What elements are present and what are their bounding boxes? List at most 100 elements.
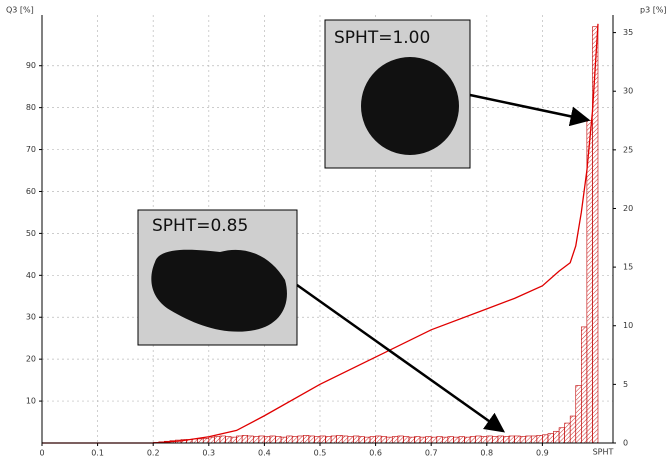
histogram-bar	[425, 436, 432, 444]
histogram-bar	[369, 436, 376, 444]
histogram-bar	[247, 435, 254, 444]
histogram-bar	[303, 435, 310, 444]
annotation-text: SPHT=1.00	[334, 28, 430, 48]
histogram-bar	[447, 436, 454, 444]
histogram-bar	[375, 435, 382, 444]
histogram-bar	[497, 435, 504, 444]
x-tick-label: 0.2	[147, 449, 160, 458]
histogram-bar	[219, 435, 226, 444]
x-tick-label: 0.9	[536, 449, 549, 458]
plot-area: 0 0.1 0.2 0.3 0.4 0.5 0.6 0.7 0.8 0.9102030405060…	[26, 15, 633, 458]
y2-axis-label: p3 [%]	[640, 6, 667, 15]
y-axis-label: Q3 [%]	[6, 6, 34, 15]
histogram-bar	[564, 422, 571, 444]
histogram-bar	[542, 434, 549, 444]
histogram-bar	[258, 435, 265, 444]
histogram-bar	[514, 435, 521, 444]
x-tick-label: 0.4	[258, 449, 271, 458]
histogram-bar	[453, 436, 460, 444]
histogram-bar	[330, 435, 337, 444]
histogram-bar	[458, 436, 465, 444]
histogram-bar	[291, 436, 299, 444]
histogram-bar	[547, 433, 554, 444]
histogram-bar	[558, 427, 565, 444]
y-tick-label: 80	[26, 103, 36, 112]
histogram-bar	[486, 435, 493, 444]
histogram-bar	[503, 436, 510, 444]
cumulative-line	[42, 23, 599, 444]
histogram-bar	[408, 436, 415, 444]
histogram-bar	[269, 435, 276, 444]
histogram-bar	[386, 436, 393, 444]
histogram-bar	[419, 436, 426, 444]
x-tick-label: 0.7	[425, 449, 438, 458]
x-tick-label: 0	[39, 449, 44, 458]
histogram-bar	[586, 120, 593, 444]
histogram-bar	[202, 438, 210, 444]
histogram-bar	[530, 435, 538, 444]
y-tick-label: 60	[26, 187, 36, 196]
histogram-bar	[308, 435, 315, 444]
histogram-bar	[436, 436, 443, 444]
histogram-bar	[319, 435, 326, 444]
y2-tick-label: 35	[623, 28, 633, 37]
particle	[361, 57, 459, 155]
histogram-bar	[252, 436, 260, 444]
y-tick-label: 20	[26, 355, 36, 364]
histogram-bar	[492, 436, 499, 444]
x-tick-label: 0.3	[202, 449, 215, 458]
histogram-bar	[347, 436, 354, 444]
annotation-1: SPHT=1.00	[324, 19, 591, 169]
histogram-bar	[275, 436, 282, 444]
histogram-bar	[480, 436, 488, 444]
histogram-bar	[575, 385, 582, 444]
y-tick-label: 50	[26, 229, 36, 238]
histogram-bar	[553, 430, 560, 444]
histogram-bar	[397, 435, 404, 444]
histogram-bar	[581, 326, 588, 444]
y-tick-label: 70	[26, 145, 36, 154]
histogram-bar	[230, 436, 237, 444]
histogram-bar	[475, 435, 482, 444]
y2-tick-label: 20	[623, 204, 633, 213]
x-tick-label: 0.6	[369, 449, 382, 458]
histogram-bar	[442, 436, 449, 444]
histogram-bar	[403, 436, 410, 444]
y2-tick-label: 0	[623, 439, 628, 448]
histogram-bar	[314, 436, 321, 444]
arrow	[469, 93, 591, 127]
histogram-bar	[469, 436, 476, 444]
histogram-bar	[208, 436, 215, 444]
y2-tick-label: 10	[623, 321, 633, 330]
y2-tick-label: 15	[623, 263, 633, 272]
arrow	[296, 283, 506, 433]
y2-tick-label: 5	[623, 380, 628, 389]
histogram-bar	[236, 435, 243, 444]
y-tick-label: 90	[26, 61, 36, 70]
histogram-bar	[353, 435, 360, 444]
annotation-2: SPHT=0.85	[137, 209, 506, 433]
x-axis-label: SPHT	[593, 448, 614, 457]
histogram-bar	[358, 436, 365, 444]
histogram-bar	[380, 436, 388, 444]
histogram-bar	[464, 436, 471, 444]
annotation-text: SPHT=0.85	[152, 216, 248, 236]
histogram-bar	[414, 436, 421, 444]
histogram-bar	[536, 435, 543, 444]
y-tick-label: 10	[26, 397, 36, 406]
histogram-bar	[214, 436, 221, 444]
histogram-bar	[280, 436, 287, 444]
histogram-bar	[325, 436, 332, 444]
histogram-bar	[286, 435, 293, 444]
histogram-bar	[241, 435, 249, 444]
histogram-bar	[519, 436, 527, 444]
histogram-bar	[336, 435, 343, 444]
x-tick-label: 0.8	[480, 449, 493, 458]
particle	[151, 249, 287, 332]
histogram-bar	[297, 435, 304, 444]
histogram-bar	[508, 435, 515, 444]
histogram-bar	[341, 435, 349, 444]
x-tick-label: 0.5	[314, 449, 327, 458]
histogram-bar	[364, 436, 371, 444]
x-tick-label: 0.1	[91, 449, 104, 458]
